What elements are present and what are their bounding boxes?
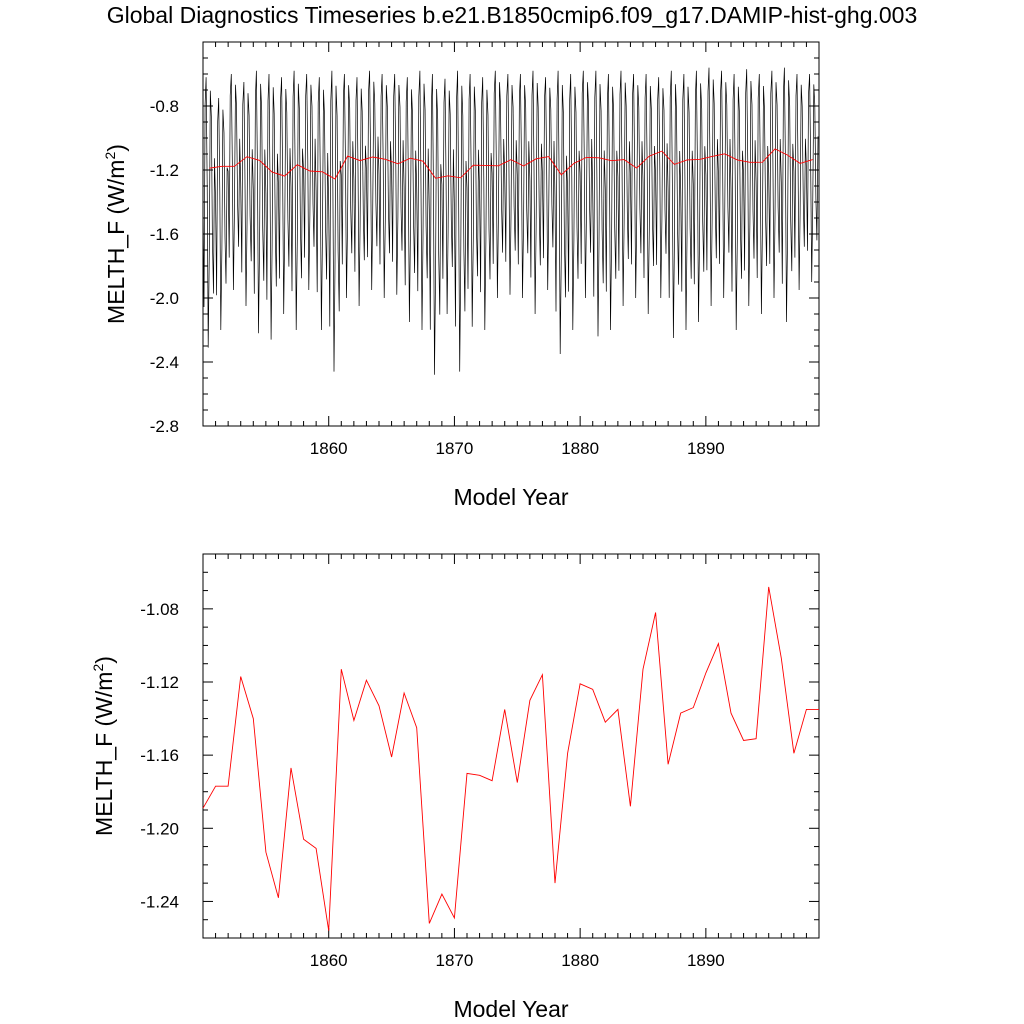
top-y-tick-label: -1.6 xyxy=(150,225,179,244)
bottom-y-tick-label: -1.08 xyxy=(140,600,179,619)
bottom-y-tick-label: -1.24 xyxy=(140,892,179,911)
top-x-tick-label: 1860 xyxy=(310,439,348,458)
top-x-tick-label: 1880 xyxy=(561,439,599,458)
top-y-tick-label: -2.8 xyxy=(150,417,179,436)
bottom-x-tick-label: 1860 xyxy=(310,951,348,970)
top-y-axis-title: MELTH_F (W/m2) xyxy=(102,144,129,324)
bottom-y-tick-label: -1.20 xyxy=(140,819,179,838)
bottom-y-tick-label: -1.12 xyxy=(140,673,179,692)
top-monthly-series-line xyxy=(202,67,819,375)
chart-title: Global Diagnostics Timeseries b.e21.B185… xyxy=(106,2,918,28)
bottom-annual-series-line xyxy=(202,586,819,931)
bottom-y-axis-title: MELTH_F (W/m2) xyxy=(90,656,117,836)
top-panel: -0.8 -1.2 -1.6 -2.0 -2.4 -2.8 1860 1870 1880 189… xyxy=(102,41,820,510)
bottom-x-tick-label: 1870 xyxy=(436,951,474,970)
bottom-panel: -1.08-1.12-1.16-1.20-1.24 1860 1870 1880 18… xyxy=(90,553,820,1022)
top-y-tick-label: -1.2 xyxy=(150,161,179,180)
top-x-tick-label: 1890 xyxy=(687,439,725,458)
top-x-axis-title: Model Year xyxy=(453,484,568,510)
bottom-y-tick-label: -1.16 xyxy=(140,746,179,765)
top-y-tick-labels: -0.8 -1.2 -1.6 -2.0 -2.4 -2.8 xyxy=(150,97,179,436)
bottom-x-tick-label: 1890 xyxy=(687,951,725,970)
top-annual-series-line xyxy=(209,148,813,180)
bottom-plot-frame xyxy=(202,553,820,939)
bottom-y-tick-labels: -1.08 -1.12 -1.16 -1.20 -1.24 xyxy=(140,600,179,912)
top-x-tick-labels: 1860 1870 1880 1890 xyxy=(310,439,725,458)
bottom-x-axis-title: Model Year xyxy=(453,996,568,1022)
top-ticks xyxy=(202,41,820,427)
top-y-tick-label: -0.8 xyxy=(150,97,179,116)
top-y-tick-label: -2.4 xyxy=(150,353,179,372)
top-x-tick-label: 1870 xyxy=(436,439,474,458)
bottom-x-tick-label: 1880 xyxy=(561,951,599,970)
top-y-tick-label: -2.0 xyxy=(150,289,179,308)
bottom-x-tick-labels: 1860 1870 1880 1890 xyxy=(310,951,725,970)
